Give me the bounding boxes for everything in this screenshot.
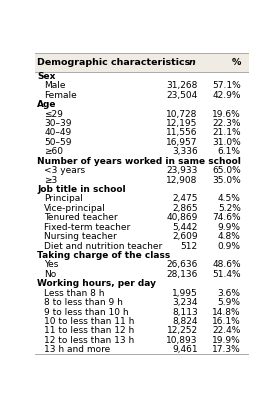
Text: Less than 8 h: Less than 8 h (44, 289, 105, 298)
Text: 28,136: 28,136 (166, 270, 198, 279)
Text: Male: Male (44, 81, 66, 90)
Text: Number of years worked in same school: Number of years worked in same school (37, 157, 241, 166)
Text: 9.9%: 9.9% (218, 223, 241, 232)
Text: 19.9%: 19.9% (212, 336, 241, 345)
Text: Diet and nutrition teacher: Diet and nutrition teacher (44, 242, 163, 250)
Text: 9,461: 9,461 (172, 345, 198, 354)
Text: ≥60: ≥60 (44, 147, 63, 156)
Text: 12,252: 12,252 (167, 326, 198, 335)
Text: 65.0%: 65.0% (212, 166, 241, 175)
Text: 2,609: 2,609 (172, 232, 198, 241)
Text: 2,475: 2,475 (172, 194, 198, 204)
Text: <3 years: <3 years (44, 166, 85, 175)
Text: Vice-principal: Vice-principal (44, 204, 106, 213)
Text: 10 to less than 11 h: 10 to less than 11 h (44, 317, 135, 326)
Text: 12,195: 12,195 (166, 119, 198, 128)
Text: 9 to less than 10 h: 9 to less than 10 h (44, 308, 129, 316)
Text: 3,336: 3,336 (172, 147, 198, 156)
Text: 10,893: 10,893 (166, 336, 198, 345)
Text: 11 to less than 12 h: 11 to less than 12 h (44, 326, 135, 335)
Text: 22.4%: 22.4% (212, 326, 241, 335)
Text: 31.0%: 31.0% (212, 138, 241, 147)
Text: 0.9%: 0.9% (218, 242, 241, 250)
Text: 57.1%: 57.1% (212, 81, 241, 90)
Text: 6.1%: 6.1% (218, 147, 241, 156)
Text: Demographic characteristics: Demographic characteristics (37, 58, 191, 67)
Text: ≤29: ≤29 (44, 110, 63, 119)
Text: 8,113: 8,113 (172, 308, 198, 316)
Text: 35.0%: 35.0% (212, 176, 241, 185)
Text: Fixed-term teacher: Fixed-term teacher (44, 223, 130, 232)
Text: 26,636: 26,636 (166, 260, 198, 270)
Text: 17.3%: 17.3% (212, 345, 241, 354)
Text: 1,995: 1,995 (172, 289, 198, 298)
Text: 23,933: 23,933 (166, 166, 198, 175)
Text: 2,865: 2,865 (172, 204, 198, 213)
Text: 12 to less than 13 h: 12 to less than 13 h (44, 336, 135, 345)
Text: 3,234: 3,234 (172, 298, 198, 307)
Text: 48.6%: 48.6% (212, 260, 241, 270)
Text: 3.6%: 3.6% (218, 289, 241, 298)
Text: 40,869: 40,869 (166, 213, 198, 222)
Text: 12,908: 12,908 (166, 176, 198, 185)
Text: 16.1%: 16.1% (212, 317, 241, 326)
Text: 50–59: 50–59 (44, 138, 72, 147)
Text: 21.1%: 21.1% (212, 128, 241, 138)
Text: 14.8%: 14.8% (212, 308, 241, 316)
Text: Female: Female (44, 91, 77, 100)
Text: Age: Age (37, 100, 57, 109)
Bar (35, 53, 249, 72)
Text: 42.9%: 42.9% (212, 91, 241, 100)
Text: 5,442: 5,442 (172, 223, 198, 232)
Text: Principal: Principal (44, 194, 83, 204)
Text: 8,824: 8,824 (172, 317, 198, 326)
Text: 10,728: 10,728 (166, 110, 198, 119)
Text: 16,957: 16,957 (166, 138, 198, 147)
Text: 22.3%: 22.3% (212, 119, 241, 128)
Text: Taking charge of the class: Taking charge of the class (37, 251, 170, 260)
Text: 4.5%: 4.5% (218, 194, 241, 204)
Text: n: n (189, 58, 196, 67)
Text: 30–39: 30–39 (44, 119, 72, 128)
Text: 40–49: 40–49 (44, 128, 71, 138)
Text: No: No (44, 270, 57, 279)
Text: 8 to less than 9 h: 8 to less than 9 h (44, 298, 123, 307)
Text: 31,268: 31,268 (166, 81, 198, 90)
Text: Yes: Yes (44, 260, 59, 270)
Text: 11,556: 11,556 (166, 128, 198, 138)
Text: 74.6%: 74.6% (212, 213, 241, 222)
Text: Nursing teacher: Nursing teacher (44, 232, 117, 241)
Text: Sex: Sex (37, 72, 56, 81)
Text: ≥3: ≥3 (44, 176, 58, 185)
Text: 5.2%: 5.2% (218, 204, 241, 213)
Text: 19.6%: 19.6% (212, 110, 241, 119)
Text: 5.9%: 5.9% (218, 298, 241, 307)
Text: 512: 512 (181, 242, 198, 250)
Text: 4.8%: 4.8% (218, 232, 241, 241)
Text: %: % (231, 58, 241, 67)
Text: Job title in school: Job title in school (37, 185, 126, 194)
Text: 23,504: 23,504 (166, 91, 198, 100)
Text: 13 h and more: 13 h and more (44, 345, 111, 354)
Text: Tenured teacher: Tenured teacher (44, 213, 118, 222)
Text: 51.4%: 51.4% (212, 270, 241, 279)
Text: Working hours, per day: Working hours, per day (37, 279, 156, 288)
